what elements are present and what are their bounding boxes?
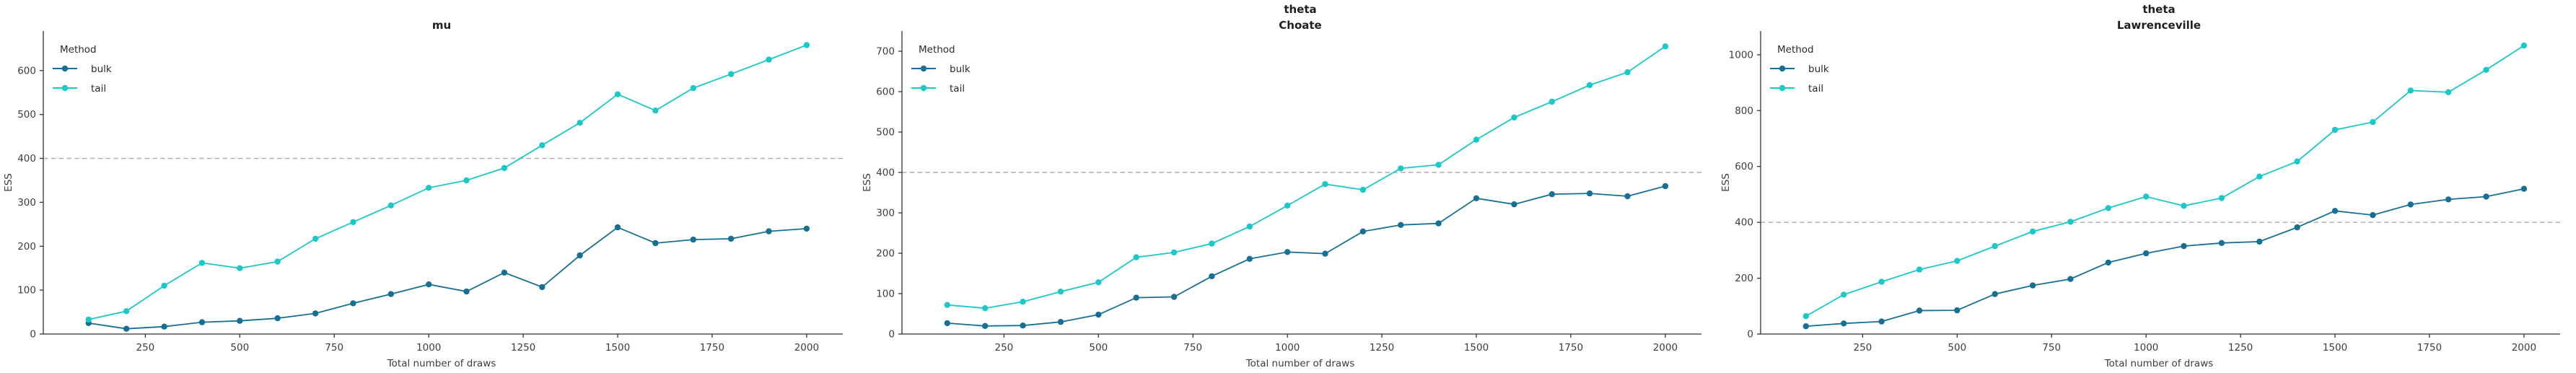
chart-title-line2: mu [432,19,451,32]
y-axis-label: ESS [862,173,873,192]
legend-label-bulk: bulk [1808,63,1829,75]
legend-title: Method [1777,44,1814,56]
chart-title-line1: theta [1284,3,1316,16]
svg-text:1000: 1000 [2134,342,2158,354]
svg-text:1500: 1500 [2323,342,2347,354]
svg-text:2000: 2000 [1653,342,1678,354]
y-axis-label: ESS [3,173,14,192]
svg-text:400: 400 [1735,217,1753,229]
plot-area: 250 500 750 1000 1250 1500 1750 2000 0 200 400 600 8… [1729,31,2560,354]
svg-text:500: 500 [230,342,249,354]
x-axis-label: Total number of draws [2104,358,2214,369]
svg-text:500: 500 [1089,342,1108,354]
svg-text:750: 750 [1183,342,1202,354]
svg-text:1000: 1000 [1275,342,1300,354]
svg-text:2000: 2000 [794,342,819,354]
svg-text:0: 0 [888,329,895,341]
svg-text:200: 200 [1735,273,1753,284]
svg-text:2000: 2000 [2512,342,2536,354]
x-axis-label: Total number of draws [387,358,496,369]
svg-text:600: 600 [1735,161,1753,172]
subplot-mu: 250 500 750 1000 1250 1500 1750 2000 0 100 200 300 4… [0,0,859,373]
svg-text:600: 600 [876,87,895,98]
svg-text:600: 600 [17,65,36,76]
plot-area: 250 500 750 1000 1250 1500 1750 2000 0 100 200 300 4… [17,31,843,354]
svg-text:250: 250 [995,342,1014,354]
x-axis-label: Total number of draws [1245,358,1355,369]
svg-text:500: 500 [1948,342,1966,354]
svg-text:400: 400 [17,153,36,164]
svg-text:1250: 1250 [2228,342,2253,354]
subplot-theta-lawrenceville: 250 500 750 1000 1250 1500 1750 2000 0 200 400 600 8… [1717,0,2576,373]
svg-text:300: 300 [876,208,895,219]
svg-text:750: 750 [2042,342,2061,354]
legend-title: Method [60,44,97,56]
svg-text:1750: 1750 [1559,342,1583,354]
legend-label-tail: tail [91,83,106,95]
svg-text:1000: 1000 [416,342,441,354]
y-axis-label: ESS [1720,173,1732,192]
svg-text:1250: 1250 [511,342,535,354]
svg-text:1500: 1500 [1464,342,1489,354]
svg-text:1500: 1500 [605,342,630,354]
svg-text:100: 100 [17,285,36,297]
legend-label-bulk: bulk [91,63,112,75]
svg-text:1750: 1750 [2417,342,2442,354]
legend-title: Method [919,44,955,56]
svg-text:1250: 1250 [1370,342,1394,354]
svg-text:400: 400 [876,167,895,179]
svg-text:250: 250 [136,342,155,354]
svg-text:500: 500 [17,109,36,120]
subplot-theta-choate: 250 500 750 1000 1250 1500 1750 2000 0 100 200 300 4… [859,0,1717,373]
svg-text:700: 700 [876,46,895,58]
chart-theta-choate: 250 500 750 1000 1250 1500 1750 2000 0 100 200 300 4… [862,3,1701,369]
legend-label-tail: tail [950,83,965,95]
svg-text:800: 800 [1735,105,1753,117]
chart-title-line2: Lawrenceville [2117,19,2201,32]
svg-text:0: 0 [1747,329,1753,341]
svg-text:100: 100 [876,289,895,300]
svg-text:300: 300 [17,197,36,209]
chart-mu: 250 500 750 1000 1250 1500 1750 2000 0 100 200 300 4… [3,19,843,369]
svg-text:1000: 1000 [1729,49,1753,61]
svg-text:200: 200 [876,248,895,260]
svg-text:200: 200 [17,241,36,253]
svg-text:750: 750 [325,342,343,354]
chart-theta-lawrenceville: 250 500 750 1000 1250 1500 1750 2000 0 200 400 600 8… [1720,3,2560,369]
svg-text:1750: 1750 [700,342,724,354]
svg-text:0: 0 [30,329,36,341]
chart-title-line1: theta [2142,3,2175,16]
svg-text:500: 500 [876,127,895,139]
plot-area: 250 500 750 1000 1250 1500 1750 2000 0 100 200 300 4… [876,31,1701,354]
legend-label-tail: tail [1808,83,1823,95]
svg-text:250: 250 [1854,342,1872,354]
chart-title-line2: Choate [1279,19,1321,32]
legend-label-bulk: bulk [950,63,971,75]
